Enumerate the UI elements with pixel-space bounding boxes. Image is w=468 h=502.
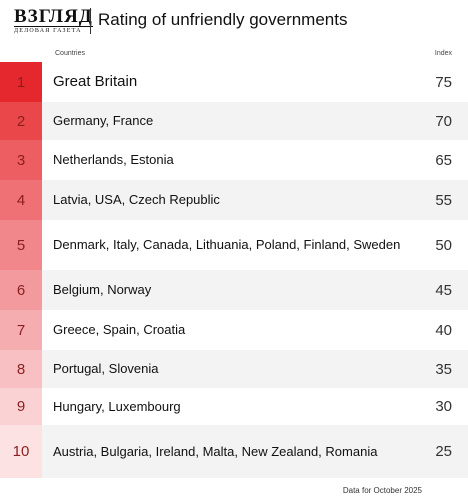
logo: ВЗГЛЯД ДЕЛОВАЯ ГАЗЕТА [14,6,93,35]
table-row: 1 Great Britain 75 [0,62,468,102]
countries: Belgium, Norway [53,282,152,297]
rank: 6 [0,270,42,310]
countries: Netherlands, Estonia [53,152,174,167]
table-row: 4 Latvia, USA, Czech Republic 55 [0,180,468,220]
countries: Germany, France [53,113,154,128]
column-header: Countries [55,50,85,57]
countries: Great Britain [53,73,138,90]
rank: 3 [0,140,42,180]
index-value: 55 [435,191,452,209]
rank: 9 [0,388,42,425]
index-value: 25 [435,443,452,460]
divider [90,8,91,34]
table-row: 8 Portugal, Slovenia 35 [0,350,468,388]
index-value: 50 [435,236,452,254]
column-header: Index [434,50,452,57]
index-value: 35 [435,360,452,378]
countries: Greece, Spain, Croatia [53,322,186,337]
table-row: 9 Hungary, Luxembourg 30 [0,388,468,425]
table-row: 6 Belgium, Norway 45 [0,270,468,310]
logo-subtext: ДЕЛОВАЯ ГАЗЕТА [14,26,93,35]
footer: Data for October 2025 [342,486,422,495]
countries: Austria, Bulgaria, Ireland, Malta, New Z… [53,443,378,459]
index-value: 40 [435,321,452,339]
rank: 4 [0,180,42,220]
countries: Hungary, Luxembourg [53,398,181,414]
index-value: 65 [435,151,452,169]
table-row: 10 Austria, Bulgaria, Ireland, Malta, New… [0,425,468,478]
countries: Latvia, USA, Czech Republic [53,192,220,207]
rank: 5 [0,220,42,270]
index-value: 75 [435,73,452,91]
countries: Portugal, Slovenia [53,361,159,376]
table-row: 3 Netherlands, Estonia 65 [0,140,468,180]
rank: 2 [0,102,42,140]
table-row: 5 Denmark, Italy, Canada, Lithuania, Pola… [0,220,468,270]
title: Rating of unfriendly governments [98,10,348,29]
index-value: 30 [435,398,452,415]
rank: 8 [0,350,42,388]
rank: 1 [0,62,42,102]
rank: 7 [0,310,42,350]
logo-text: ВЗГЛЯД [14,6,93,27]
index-value: 45 [435,281,452,299]
table-row: 2 Germany, France 70 [0,102,468,140]
table-row: 7 Greece, Spain, Croatia 40 [0,310,468,350]
rank: 10 [0,425,42,478]
countries: Denmark, Italy, Canada, Lithuania, Polan… [53,237,401,252]
index-value: 70 [435,112,452,130]
